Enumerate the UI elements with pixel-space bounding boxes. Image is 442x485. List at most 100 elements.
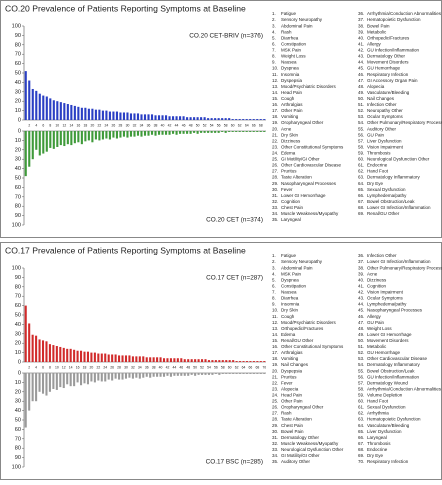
bar [218,360,221,362]
symptom-number: 34. [272,453,278,458]
bar [77,106,80,120]
symptom-number: 59. [358,393,364,398]
symptom-name: Neuropathy Other [367,108,403,113]
symptom-number: 31. [272,193,278,198]
bar [59,346,62,362]
symptom-number: 61. [358,163,364,168]
symptom-name: Dry Skin [281,132,298,137]
symptom-number: 31. [272,435,278,440]
x-tick-label: 12 [62,365,66,369]
bar [52,131,55,149]
symptom-number: 38. [358,265,364,270]
x-tick-label: 68 [255,365,259,369]
symptom-name: Rash [281,29,292,34]
symptom-number: 65. [358,429,364,434]
symptom-number: 44. [358,302,364,307]
bar [242,373,245,374]
y-tick-label: 40 [15,322,21,328]
symptom-name: Bowel Obstruction/Leak [367,368,415,373]
x-tick-label: 52 [203,123,207,127]
bar [207,118,210,120]
symptom-name: Laryngeal [367,435,387,440]
bar [142,356,145,362]
y2-tick-label: 20 [15,147,21,153]
bar [211,360,214,362]
bar [252,373,255,374]
bar [221,131,224,132]
bar [252,131,255,132]
bar [263,131,266,132]
y-tick-label: 10 [15,108,21,114]
symptom-name: Taste Alteration [281,175,312,180]
symptom-number: 11. [272,314,278,319]
symptom-number: 21. [272,374,278,379]
bar [52,100,55,120]
bar [122,131,126,137]
bar [56,101,59,120]
bar [73,131,76,144]
symptom-number: 59. [358,151,364,156]
symptom-name: Orthopedic/Fractures [281,326,324,331]
x-tick-label: 48 [189,123,193,127]
symptom-name: Bowel Pain [367,23,390,28]
bar [217,131,220,133]
x-tick-label: 40 [159,365,163,369]
bar [193,131,196,133]
symptom-number: 27. [272,169,278,174]
bar [159,357,162,362]
bar [28,131,31,167]
bar [221,360,224,362]
symptom-name: Lower GI Infection/Inflammation [367,259,431,264]
symptom-name: Allergy [367,314,382,319]
symptom-number: 20. [272,126,278,131]
bar [180,373,183,376]
y2-tick-label: 60 [15,185,21,191]
symptom-number: 45. [358,308,364,313]
bar [76,350,79,362]
bar [97,373,100,381]
symptom-number: 47. [358,78,364,83]
bar [204,359,207,362]
symptom-number: 3. [272,265,276,270]
bar [166,358,169,362]
x-tick-label: 48 [186,365,190,369]
y-tick-label: 60 [15,303,21,309]
bar [214,360,217,362]
symptom-name: Alopecia [367,84,385,89]
bar [73,349,76,362]
x-tick-label: 26 [112,123,116,127]
symptom-number: 28. [272,417,278,422]
bar [80,107,83,120]
x-tick-label: 34 [140,123,144,127]
symptom-number: 10. [272,66,278,71]
symptom-name: Thrombosis [367,441,391,446]
bar [180,358,183,362]
symptom-name: Dry Skin [281,308,298,313]
bar [239,361,242,362]
bar [62,373,65,389]
symptom-number: 28. [272,175,278,180]
bar [104,373,107,382]
bar [45,131,48,152]
bar [211,373,214,375]
symptom-number: 18. [272,114,278,119]
symptom-number: 54. [358,362,364,367]
symptom-name: Bowel Pain [281,429,304,434]
bar [228,373,231,374]
bar [232,360,235,362]
bar [24,131,27,177]
symptom-name: Other Constitutional Symptoms [281,144,344,149]
x-tick-label: 56 [214,365,218,369]
symptom-name: Nasopharyngeal Processes [281,181,337,186]
bar [135,373,138,378]
bar [204,373,207,375]
symptom-number: 15. [272,338,278,343]
bar [252,119,255,120]
symptom-name: Dermatology Inflammatory [367,362,421,367]
x-tick-label: 8 [49,365,51,369]
bar [183,373,186,376]
symptom-number: 58. [358,386,364,391]
symptom-name: Acne [281,126,292,131]
y-tick-label: 20 [15,341,21,347]
bar [157,115,161,120]
